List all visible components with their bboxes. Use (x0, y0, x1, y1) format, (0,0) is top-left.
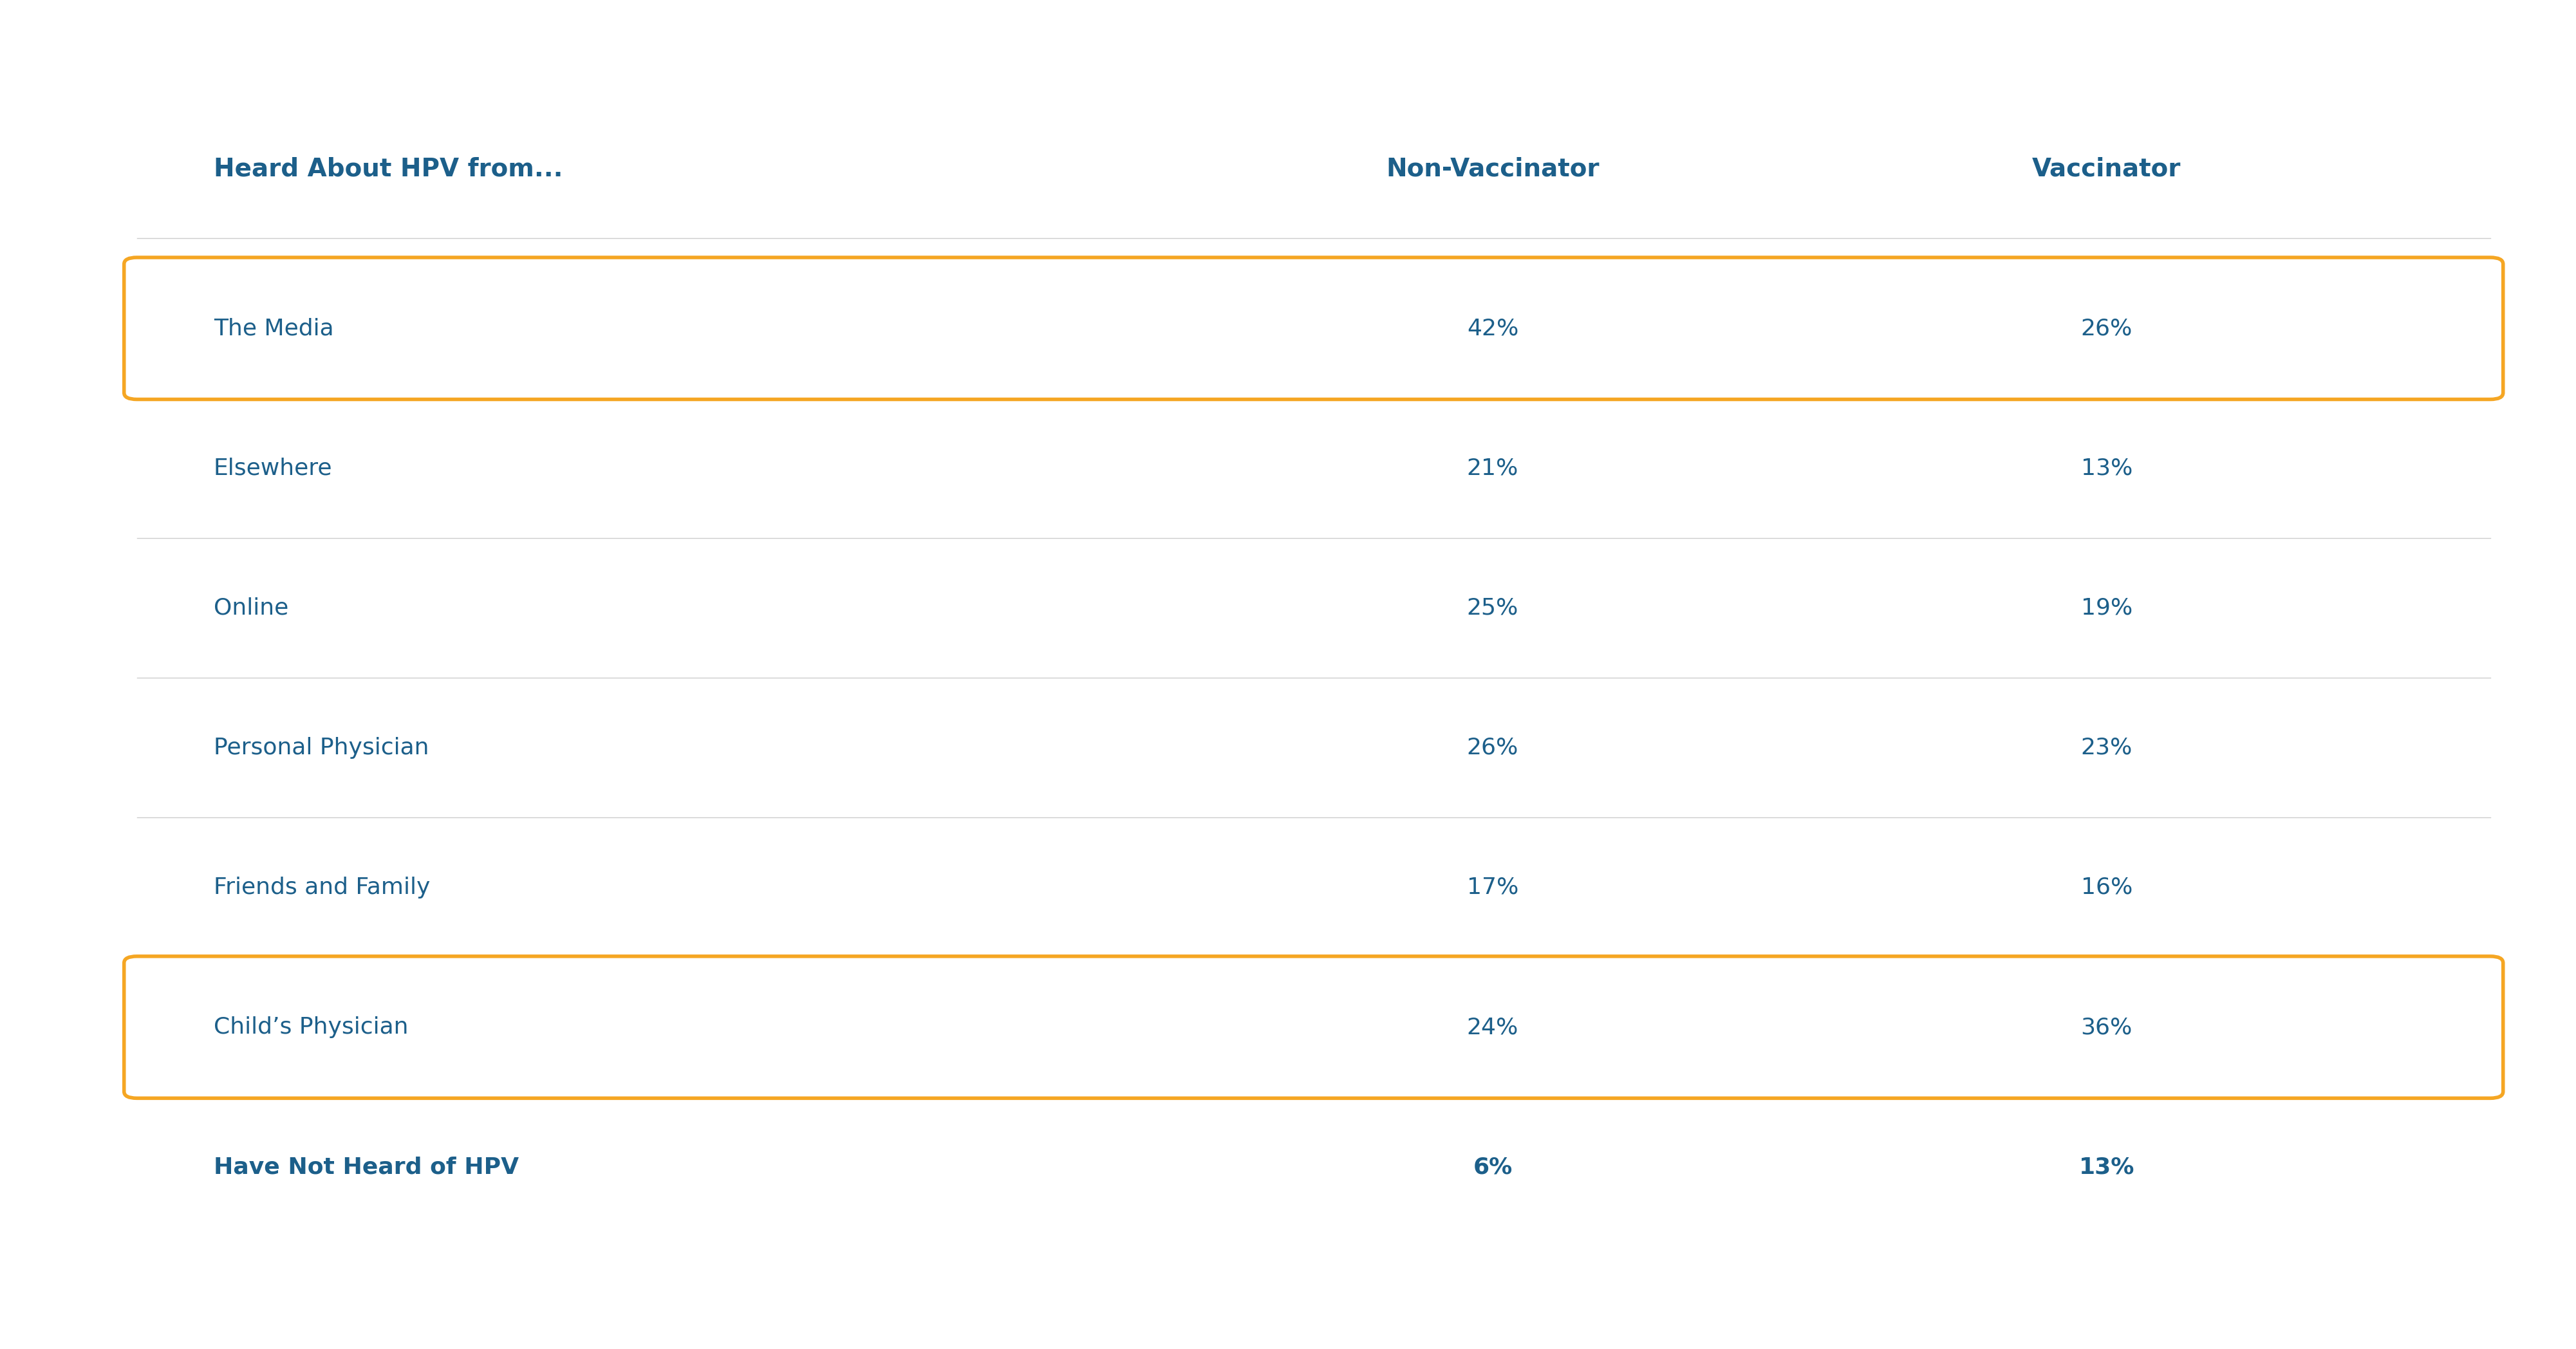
Text: 13%: 13% (2079, 1156, 2136, 1178)
Text: 42%: 42% (1466, 317, 1517, 340)
Text: 25%: 25% (1466, 598, 1517, 619)
Text: 26%: 26% (2081, 317, 2133, 340)
Text: Heard About HPV from...: Heard About HPV from... (214, 156, 562, 181)
Text: Child’s Physician: Child’s Physician (214, 1016, 410, 1039)
Text: 13%: 13% (2081, 457, 2133, 479)
Text: Have Not Heard of HPV: Have Not Heard of HPV (214, 1156, 518, 1178)
Text: 16%: 16% (2081, 877, 2133, 898)
Text: Elsewhere: Elsewhere (214, 457, 332, 479)
Text: 17%: 17% (1466, 877, 1517, 898)
Text: Friends and Family: Friends and Family (214, 877, 430, 898)
Text: 26%: 26% (1466, 737, 1517, 758)
Text: Non-Vaccinator: Non-Vaccinator (1386, 156, 1600, 181)
Text: 24%: 24% (1466, 1016, 1517, 1039)
Text: Personal Physician: Personal Physician (214, 737, 428, 758)
Text: 36%: 36% (2081, 1016, 2133, 1039)
Text: 19%: 19% (2081, 598, 2133, 619)
Text: 6%: 6% (1473, 1156, 1512, 1178)
Text: The Media: The Media (214, 317, 335, 340)
Text: Online: Online (214, 598, 289, 619)
Text: 23%: 23% (2081, 737, 2133, 758)
Text: 21%: 21% (1466, 457, 1517, 479)
Text: Vaccinator: Vaccinator (2032, 156, 2182, 181)
